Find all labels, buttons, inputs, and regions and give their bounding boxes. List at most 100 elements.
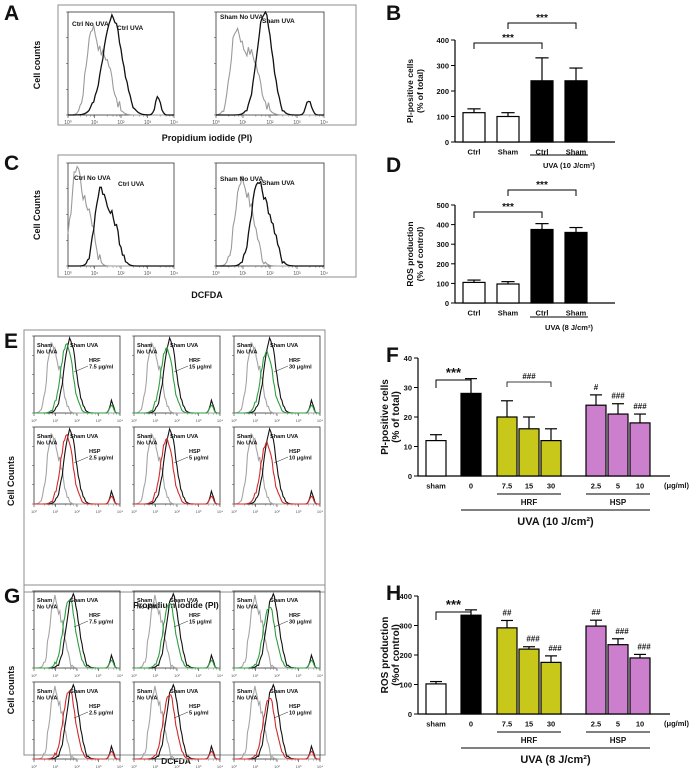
x-tick-label: 10⁰ [31, 764, 37, 769]
treatment-dose-label: HRF 30 μg/ml [289, 358, 312, 371]
treatment-dose-label: HSP 2.5 μg/ml [89, 704, 114, 717]
treatment-dose-label: HRF 30 μg/ml [289, 613, 312, 626]
x-tick-label: 10¹ [239, 271, 247, 277]
x-tick-label: 10² [74, 764, 80, 769]
x-tick-label: 10³ [296, 764, 302, 769]
bar-Ctrl [531, 81, 553, 142]
x-tick-label: 10¹ [153, 673, 159, 678]
treatment-dose-label: HSP 2.5 μg/ml [89, 449, 114, 462]
treatment-dose-label-leader [174, 712, 188, 718]
panel-e-hist-3: 10⁰ 10¹ 10² 10³ 10⁴Sham No UVASham UVAHRF 30 μ… [231, 336, 323, 423]
bar-significance-label: ### [637, 642, 651, 651]
x-tick-label: 10³ [196, 673, 202, 678]
panel-label-G: G [4, 585, 20, 608]
bar-7.5 [497, 628, 517, 714]
x-tick-label: 10⁴ [317, 509, 323, 514]
x-tick-label: 10² [274, 418, 280, 423]
x-tick-label: 10⁰ [212, 120, 220, 126]
bar-significance-label: ## [592, 608, 601, 617]
x-tick-label: 7.5 [502, 720, 512, 729]
x-tick-label: 10² [266, 120, 274, 126]
unit-label: (μg/ml) [664, 481, 690, 490]
x-tick-label: 10⁴ [217, 418, 223, 423]
x-tick-label: 10⁰ [131, 673, 137, 678]
uva-group-label: UVA (10 J/cm²) [543, 161, 596, 170]
sham-no-uva-label: Sham No UVA [37, 343, 57, 356]
panel-label-B: B [386, 2, 401, 25]
panel-a-ctrl-no-uva-label: Ctrl No UVA [72, 21, 109, 28]
chart-b: 0100200300400PI-positive cells (% of tota… [405, 13, 615, 170]
x-tick-label: 10¹ [53, 509, 59, 514]
bar-significance-label: # [594, 383, 599, 392]
x-tick-label: 10¹ [153, 764, 159, 769]
x-tick-label: 2.5 [591, 482, 601, 491]
ctrl-uva-curve [68, 187, 174, 266]
panel-a-sham-uva-label: Sham UVA [262, 18, 295, 25]
x-tick-label: Sham [498, 148, 519, 157]
y-tick-label: 400 [436, 221, 449, 230]
x-tick-label: 0 [469, 482, 473, 491]
significance-label: *** [446, 597, 462, 612]
panel-a-ctrl-uva-label: Ctrl UVA [117, 25, 144, 32]
panel-label-E: E [4, 330, 18, 353]
sham-uva-label: Sham UVA [170, 689, 198, 695]
bar-Sham [497, 117, 519, 143]
y-tick-label: 200 [436, 87, 449, 96]
chart-d: 0100200300400500ROS production (% of cont… [405, 180, 615, 332]
x-tick-label: Ctrl [468, 309, 481, 318]
x-tick-label: 10⁰ [212, 271, 220, 277]
x-tick-label: 10⁴ [217, 509, 223, 514]
x-tick-label: 10³ [96, 673, 102, 678]
x-tick-label: 10³ [144, 271, 152, 277]
x-tick-label: 10³ [196, 418, 202, 423]
treatment-dose-label: HRF 15 μg/ml [189, 358, 212, 371]
treatment-curve [234, 351, 320, 413]
x-tick-label: 15 [525, 482, 533, 491]
treatment-dose-label-leader [74, 621, 88, 627]
sham-no-uva-label: Sham No UVA [37, 434, 57, 447]
x-tick-label: 10² [117, 271, 125, 277]
treatment-dose-label: HSP 5 μg/ml [189, 449, 209, 462]
unit-label: (μg/ml) [664, 719, 690, 728]
x-tick-label: 10² [274, 509, 280, 514]
bar-sham [426, 441, 446, 476]
sham-no-uva-curve [216, 176, 324, 266]
x-tick-label: 10⁴ [117, 764, 123, 769]
bar-Sham [497, 284, 519, 303]
panel-g-hist-6: 10⁰ 10¹ 10² 10³ 10⁴Sham No UVASham UVAHSP 10 μ… [231, 682, 323, 769]
panel-c-hist-sham: 10⁰ 10¹ 10² 10³ 10⁴Sham No UVASham UVA [212, 163, 328, 277]
y-tick-label: 400 [436, 36, 449, 45]
x-tick-label: 10² [74, 418, 80, 423]
treatment-dose-label: HRF 7.5 μg/ml [89, 358, 114, 371]
bar-Ctrl [463, 282, 485, 303]
bar-significance-label: ### [611, 392, 625, 401]
x-tick-label: 10⁴ [117, 509, 123, 514]
panel-label-A: A [4, 2, 19, 25]
panel-c-ylabel: Cell Counts [32, 190, 42, 240]
uva-treatment-label: UVA (8 J/cm²) [520, 754, 591, 766]
treatment-curve [234, 607, 320, 668]
treatment-dose-label-leader [74, 712, 88, 718]
bar-30 [541, 441, 561, 476]
panel-g-hist-3: 10⁰ 10¹ 10² 10³ 10⁴ Sham No UVA Sham UVA HRF 30 μ… [231, 591, 323, 678]
sham-uva-label: Sham UVA [270, 689, 298, 695]
bar-Sham [565, 81, 587, 142]
panel-g-frame [24, 585, 325, 755]
treatment-curve [234, 698, 320, 759]
sham-no-uva-label: Sham No UVA [237, 343, 257, 356]
sham-uva-label: Sham UVA [170, 343, 198, 349]
significance-label: *** [536, 13, 548, 24]
panel-e-hist-1: 10⁰ 10¹ 10² 10³ 10⁴Sham No UVASham UVAHRF 7.5 … [31, 336, 123, 423]
group-significance-label: ### [522, 372, 536, 381]
panel-e-hist-5: 10⁰ 10¹ 10² 10³ 10⁴Sham No UVASham UVAHSP 5 μg… [131, 427, 223, 514]
panel-c-ctrl-no-uva-label: Ctrl No UVA [74, 175, 111, 182]
bar-significance-label: ## [503, 608, 512, 617]
x-tick-label: 10⁰ [31, 509, 37, 514]
x-tick-label: 10¹ [253, 673, 259, 678]
panel-a-xlabel: Propidium iodide (PI) [162, 133, 253, 143]
x-tick-label: 10³ [296, 673, 302, 678]
treatment-dose-label-leader [274, 712, 288, 718]
x-tick-label: Ctrl [468, 148, 481, 157]
x-tick-label: 10³ [96, 764, 102, 769]
x-tick-label: 10³ [196, 764, 202, 769]
